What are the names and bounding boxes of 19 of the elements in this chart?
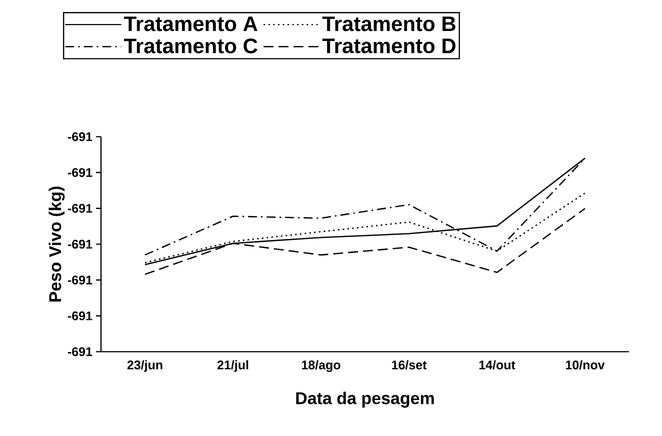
x-tick-label: 16/set [392, 360, 427, 370]
text: -691 [68, 240, 92, 249]
x-tick-label: 21/jul [217, 360, 248, 372]
legend-label: Tratamento C [124, 38, 258, 54]
x-axis-title: Data da pesagem [296, 392, 434, 408]
legend-label: Tratamento A [124, 16, 258, 32]
x-tick-label: 14/out [479, 360, 516, 370]
text: -691 [68, 276, 92, 284]
text: -691 [68, 132, 92, 142]
text: -691 [68, 168, 92, 177]
legend-label: Tratamento D [322, 38, 456, 54]
text: -691 [68, 204, 92, 213]
x-tick-label: 23/jun [127, 360, 162, 372]
text: -691 [68, 311, 92, 320]
x-tick-label: 18/ago [302, 360, 340, 372]
text: -691 [68, 347, 92, 356]
x-tick-label: 10/nov [566, 360, 605, 370]
legend-label: Tratamento B [322, 16, 456, 32]
y-axis-title: Peso Vivo (kg) [48, 186, 65, 302]
